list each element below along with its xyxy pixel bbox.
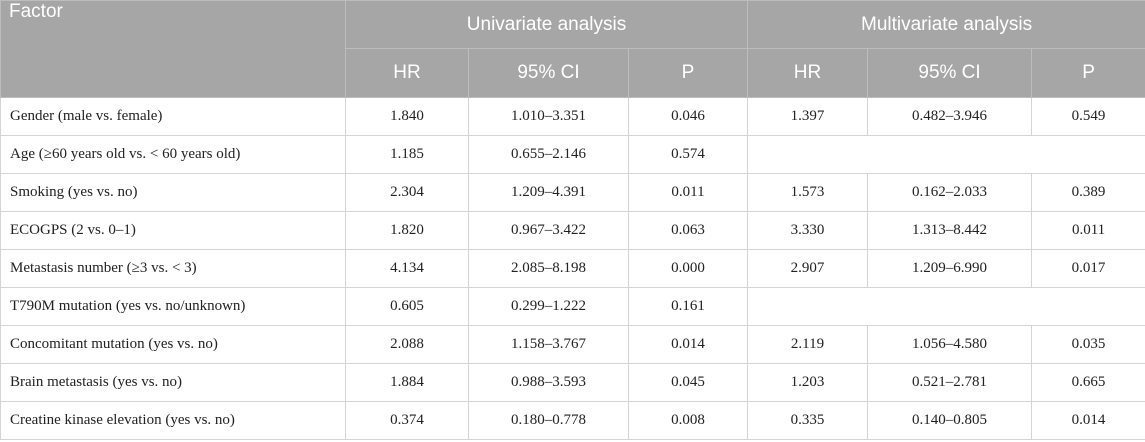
multivariate-p-cell: 0.017 bbox=[1031, 249, 1145, 288]
factor-cell: Brain metastasis (yes vs. no) bbox=[0, 363, 346, 402]
univariate-ci-cell: 1.209–4.391 bbox=[468, 173, 629, 212]
multivariate-hr-header: HR bbox=[747, 48, 869, 98]
multivariate-ci-cell: 1.209–6.990 bbox=[867, 249, 1033, 288]
factor-cell: Age (≥60 years old vs. < 60 years old) bbox=[0, 135, 346, 174]
multivariate-p-cell: 0.549 bbox=[1031, 97, 1145, 136]
multivariate-ci-cell: 0.140–0.805 bbox=[867, 401, 1033, 440]
multivariate-hr-cell: 1.203 bbox=[747, 363, 869, 402]
multivariate-ci-cell: 1.313–8.442 bbox=[867, 211, 1033, 250]
univariate-p-cell: 0.008 bbox=[627, 401, 749, 440]
univariate-hr-cell: 1.185 bbox=[345, 135, 469, 174]
univariate-p-cell: 0.063 bbox=[627, 211, 749, 250]
multivariate-p-cell: 0.014 bbox=[1031, 401, 1145, 440]
multivariate-hr-cell: 0.335 bbox=[747, 401, 869, 440]
multivariate-empty-cell bbox=[747, 287, 1145, 326]
multivariate-hr-cell: 2.907 bbox=[747, 249, 869, 288]
univariate-ci-cell: 0.655–2.146 bbox=[468, 135, 629, 174]
univariate-hr-cell: 1.884 bbox=[345, 363, 469, 402]
factor-cell: Creatine kinase elevation (yes vs. no) bbox=[0, 401, 346, 440]
multivariate-empty-cell bbox=[747, 135, 1145, 174]
univariate-ci-cell: 1.158–3.767 bbox=[468, 325, 629, 364]
multivariate-hr-cell: 2.119 bbox=[747, 325, 869, 364]
factor-cell: Concomitant mutation (yes vs. no) bbox=[0, 325, 346, 364]
univariate-ci-cell: 2.085–8.198 bbox=[468, 249, 629, 288]
univariate-p-cell: 0.161 bbox=[627, 287, 749, 326]
univariate-hr-cell: 4.134 bbox=[345, 249, 469, 288]
univariate-ci-header: 95% CI bbox=[468, 48, 629, 98]
univariate-p-cell: 0.014 bbox=[627, 325, 749, 364]
table-row: T790M mutation (yes vs. no/unknown) 0.60… bbox=[0, 287, 1145, 326]
univariate-ci-cell: 0.967–3.422 bbox=[468, 211, 629, 250]
multivariate-hr-cell: 1.397 bbox=[747, 97, 869, 136]
multivariate-p-cell: 0.665 bbox=[1031, 363, 1145, 402]
table-row: Concomitant mutation (yes vs. no) 2.088 … bbox=[0, 325, 1145, 364]
univariate-hr-header: HR bbox=[345, 48, 469, 98]
table-row: Metastasis number (≥3 vs. < 3) 4.134 2.0… bbox=[0, 249, 1145, 288]
univariate-hr-cell: 0.374 bbox=[345, 401, 469, 440]
multivariate-p-cell: 0.389 bbox=[1031, 173, 1145, 212]
factor-cell: ECOGPS (2 vs. 0–1) bbox=[0, 211, 346, 250]
multivariate-ci-cell: 0.521–2.781 bbox=[867, 363, 1033, 402]
multivariate-ci-cell: 0.482–3.946 bbox=[867, 97, 1033, 136]
univariate-hr-cell: 1.840 bbox=[345, 97, 469, 136]
univariate-ci-cell: 0.180–0.778 bbox=[468, 401, 629, 440]
univariate-hr-cell: 2.088 bbox=[345, 325, 469, 364]
univariate-hr-cell: 1.820 bbox=[345, 211, 469, 250]
univariate-p-header: P bbox=[627, 48, 749, 98]
univariate-ci-cell: 0.988–3.593 bbox=[468, 363, 629, 402]
univariate-header: Univariate analysis bbox=[344, 0, 749, 49]
multivariate-p-cell: 0.011 bbox=[1031, 211, 1145, 250]
multivariate-ci-cell: 0.162–2.033 bbox=[867, 173, 1033, 212]
multivariate-header: Multivariate analysis bbox=[747, 0, 1145, 49]
factor-cell: Smoking (yes vs. no) bbox=[0, 173, 346, 212]
univariate-p-cell: 0.000 bbox=[627, 249, 749, 288]
multivariate-ci-cell: 1.056–4.580 bbox=[867, 325, 1033, 364]
table-row: Brain metastasis (yes vs. no) 1.884 0.98… bbox=[0, 363, 1145, 402]
univariate-hr-cell: 0.605 bbox=[345, 287, 469, 326]
univariate-p-cell: 0.574 bbox=[627, 135, 749, 174]
univariate-p-cell: 0.011 bbox=[627, 173, 749, 212]
univariate-ci-cell: 1.010–3.351 bbox=[468, 97, 629, 136]
univariate-ci-cell: 0.299–1.222 bbox=[468, 287, 629, 326]
univariate-p-cell: 0.045 bbox=[627, 363, 749, 402]
multivariate-hr-cell: 3.330 bbox=[747, 211, 869, 250]
factor-cell: Gender (male vs. female) bbox=[0, 97, 346, 136]
factor-cell: T790M mutation (yes vs. no/unknown) bbox=[0, 287, 346, 326]
factor-cell: Metastasis number (≥3 vs. < 3) bbox=[0, 249, 346, 288]
univariate-p-cell: 0.046 bbox=[627, 97, 749, 136]
multivariate-hr-cell: 1.573 bbox=[747, 173, 869, 212]
table-row: Age (≥60 years old vs. < 60 years old) 1… bbox=[0, 135, 1145, 174]
multivariate-p-header: P bbox=[1031, 48, 1145, 98]
multivariate-p-cell: 0.035 bbox=[1031, 325, 1145, 364]
multivariate-ci-header: 95% CI bbox=[867, 48, 1033, 98]
factor-header: Factor bbox=[0, 0, 346, 98]
univariate-hr-cell: 2.304 bbox=[345, 173, 469, 212]
table-row: Smoking (yes vs. no) 2.304 1.209–4.391 0… bbox=[0, 173, 1145, 212]
table-row: Creatine kinase elevation (yes vs. no) 0… bbox=[0, 401, 1145, 440]
table-row: ECOGPS (2 vs. 0–1) 1.820 0.967–3.422 0.0… bbox=[0, 211, 1145, 250]
table-row: Gender (male vs. female) 1.840 1.010–3.3… bbox=[0, 97, 1145, 136]
